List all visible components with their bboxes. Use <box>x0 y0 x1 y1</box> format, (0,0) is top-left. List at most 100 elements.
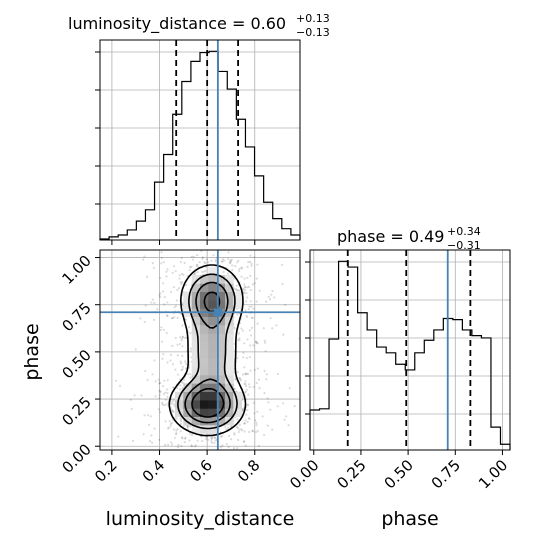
scatter-point <box>238 337 241 340</box>
scatter-point <box>253 412 256 415</box>
density-cell <box>191 333 201 342</box>
scatter-point <box>237 338 240 341</box>
scatter-point <box>183 441 186 444</box>
scatter-point <box>254 419 257 422</box>
scatter-point <box>159 411 162 414</box>
density-cell <box>191 316 201 326</box>
scatter-point <box>205 258 209 261</box>
scatter-point <box>188 269 191 272</box>
scatter-point <box>177 444 180 447</box>
density-cell <box>208 275 217 284</box>
density-cell <box>208 383 217 392</box>
scatter-point <box>229 260 232 263</box>
density-cell <box>191 400 201 409</box>
scatter-point <box>162 261 165 264</box>
scatter-point <box>178 277 181 280</box>
scatter-point <box>169 422 173 426</box>
scatter-point <box>181 368 184 371</box>
scatter-point <box>151 441 154 444</box>
scatter-point <box>245 388 248 391</box>
scatter-point <box>143 255 146 258</box>
scatter-point <box>171 317 174 320</box>
scatter-point <box>184 318 187 321</box>
scatter-point <box>230 438 233 441</box>
scatter-point <box>179 430 182 433</box>
density-cell <box>216 341 226 351</box>
x-axis-title-lum: luminosity_distance <box>106 508 295 530</box>
scatter-point <box>233 327 236 330</box>
density-cell <box>225 275 234 284</box>
scatter-point <box>166 388 169 391</box>
scatter-point <box>160 251 163 254</box>
density-cell <box>191 341 201 351</box>
scatter-point <box>241 410 244 413</box>
scatter-point <box>237 438 240 442</box>
scatter-point <box>233 432 236 435</box>
density-cell <box>225 316 234 326</box>
joint-ytick-label-0: 0.00 <box>58 440 94 476</box>
density-cell <box>191 275 201 284</box>
scatter-point <box>184 437 187 440</box>
scatter-point <box>242 287 245 290</box>
scatter-point <box>271 428 274 431</box>
scatter-point <box>189 432 192 435</box>
scatter-point <box>158 438 161 441</box>
joint-frame <box>99 249 301 451</box>
luminosity-distance-histogram <box>95 39 301 245</box>
scatter-point <box>188 439 191 442</box>
scatter-point <box>158 389 161 392</box>
phase-frame <box>309 249 511 451</box>
scatter-point <box>179 417 182 420</box>
density-cell <box>225 325 234 334</box>
scatter-point <box>244 373 247 376</box>
phase-histogram: 0.00 0.25 0.50 0.75 1.00 <box>286 249 511 492</box>
scatter-point <box>164 398 167 401</box>
scatter-point <box>181 345 184 348</box>
scatter-point <box>166 361 169 364</box>
scatter-point <box>181 335 184 338</box>
scatter-point <box>246 265 249 269</box>
density-cell <box>225 291 234 301</box>
density-cell <box>216 383 226 392</box>
scatter-point <box>154 395 157 398</box>
scatter-point <box>185 362 188 365</box>
density-cell <box>200 283 209 292</box>
scatter-point <box>221 258 224 261</box>
density-cell <box>225 366 234 376</box>
scatter-point <box>162 282 165 285</box>
scatter-point <box>244 383 247 386</box>
scatter-point <box>236 357 239 360</box>
scatter-point <box>249 334 253 337</box>
scatter-point <box>235 289 238 292</box>
scatter-point <box>189 332 192 335</box>
scatter-point <box>251 430 254 433</box>
density-cell <box>191 350 201 359</box>
scatter-point <box>238 376 241 380</box>
scatter-point <box>243 292 246 295</box>
scatter-point <box>234 264 237 268</box>
scatter-point <box>256 367 259 370</box>
contour-level-2 <box>184 281 231 424</box>
scatter-point <box>139 317 142 320</box>
scatter-point <box>275 324 278 327</box>
scatter-point <box>151 298 154 301</box>
scatter-point <box>170 441 173 444</box>
density-cell <box>200 275 209 284</box>
joint-ytick-label-2: 0.50 <box>58 346 94 382</box>
scatter-point <box>153 359 156 362</box>
scatter-point <box>249 288 252 291</box>
scatter-point <box>184 360 187 363</box>
scatter-point <box>176 354 179 357</box>
scatter-point <box>165 331 168 334</box>
scatter-point <box>176 386 179 390</box>
scatter-point <box>182 273 185 276</box>
scatter-point <box>210 437 213 440</box>
density-cell <box>200 325 209 334</box>
scatter-point <box>187 428 190 431</box>
scatter-point <box>238 289 241 292</box>
scatter-point <box>186 373 189 376</box>
density-cell <box>216 366 226 376</box>
scatter-point <box>131 439 135 443</box>
scatter-point <box>214 439 217 442</box>
density-cell <box>225 341 234 351</box>
